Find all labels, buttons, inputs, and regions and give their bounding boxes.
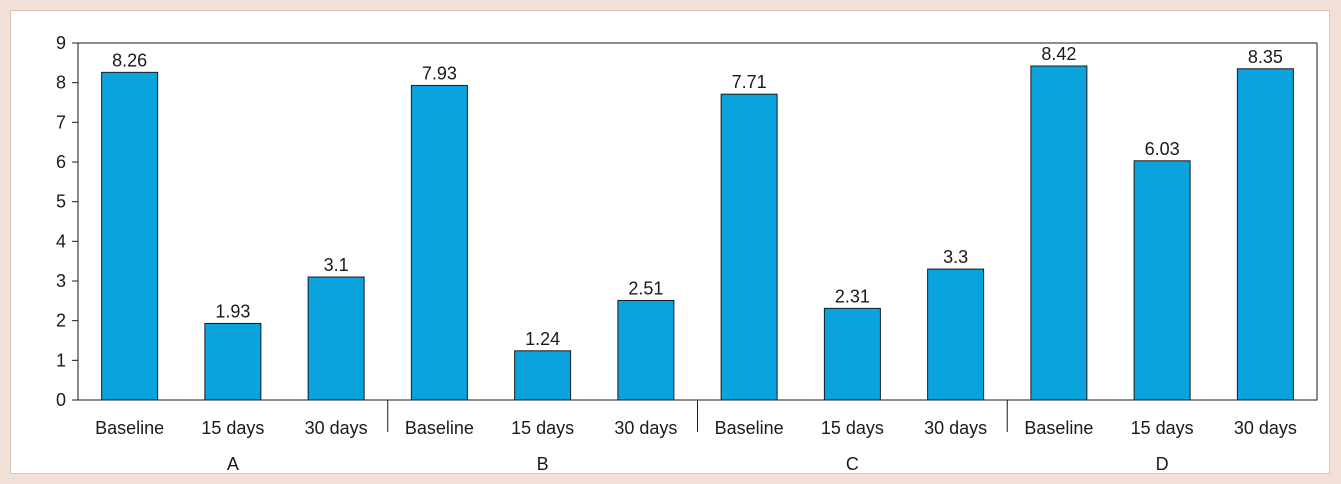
chart-frame: 0 1 2 3 4 5 6 7 8 9 8.26 1.93 3.1 7.93 1.24 2.51 7.71 2.… — [10, 10, 1330, 474]
data-label: 8.42 — [1041, 44, 1076, 64]
data-label: 1.93 — [215, 301, 250, 321]
plot-area-border — [77, 42, 1318, 401]
group-label: A — [227, 454, 239, 474]
bar — [927, 268, 985, 401]
data-label: 6.03 — [1145, 139, 1180, 159]
y-tick-label: 4 — [56, 231, 66, 251]
y-tick-label: 1 — [56, 350, 66, 370]
bar — [823, 307, 881, 401]
data-label: 7.93 — [422, 63, 457, 83]
data-label: 7.71 — [732, 72, 767, 92]
y-tick-label: 7 — [56, 112, 66, 132]
bar — [1236, 68, 1294, 401]
bars — [101, 65, 1294, 401]
bar — [307, 276, 365, 401]
bar — [617, 299, 675, 401]
data-label: 2.31 — [835, 286, 870, 306]
category-label: 15 days — [1131, 418, 1194, 438]
bar — [514, 350, 572, 401]
x-axis — [387, 400, 1008, 432]
y-tick-label: 6 — [56, 152, 66, 172]
data-label: 8.26 — [112, 50, 147, 70]
y-tick-label: 5 — [56, 192, 66, 212]
category-label: 15 days — [201, 418, 264, 438]
category-label: Baseline — [1024, 418, 1093, 438]
category-label: 30 days — [305, 418, 368, 438]
y-axis: 0 1 2 3 4 5 6 7 8 9 — [56, 33, 79, 410]
bar — [204, 322, 262, 401]
bar-chart: 0 1 2 3 4 5 6 7 8 9 8.26 1.93 3.1 7.93 1.24 2.51 7.71 2.… — [56, 33, 1318, 474]
category-label: Baseline — [405, 418, 474, 438]
bar — [1133, 160, 1191, 401]
category-label: 30 days — [924, 418, 987, 438]
category-label: 30 days — [614, 418, 677, 438]
category-label: Baseline — [715, 418, 784, 438]
data-label: 3.1 — [324, 255, 349, 275]
data-label: 3.3 — [943, 247, 968, 267]
category-label: 30 days — [1234, 418, 1297, 438]
bar — [1030, 65, 1088, 401]
data-label: 1.24 — [525, 329, 560, 349]
data-labels: 8.26 1.93 3.1 7.93 1.24 2.51 7.71 2.31 3.3 8.42 6.… — [112, 44, 1283, 349]
y-tick-label: 3 — [56, 271, 66, 291]
bar — [101, 71, 159, 401]
group-labels: A B C D — [227, 454, 1169, 474]
y-tick-label: 9 — [56, 33, 66, 53]
category-label: 15 days — [511, 418, 574, 438]
category-label: 15 days — [821, 418, 884, 438]
y-tick-label: 2 — [56, 311, 66, 331]
y-tick-label: 0 — [56, 390, 66, 410]
category-label: Baseline — [95, 418, 164, 438]
group-label: B — [537, 454, 549, 474]
bar — [720, 93, 778, 401]
category-labels: Baseline 15 days 30 days Baseline 15 days 30 … — [95, 418, 1297, 438]
y-tick-label: 8 — [56, 73, 66, 93]
data-label: 8.35 — [1248, 47, 1283, 67]
bar — [410, 84, 468, 401]
group-label: C — [846, 454, 859, 474]
data-label: 2.51 — [628, 278, 663, 298]
group-label: D — [1156, 454, 1169, 474]
